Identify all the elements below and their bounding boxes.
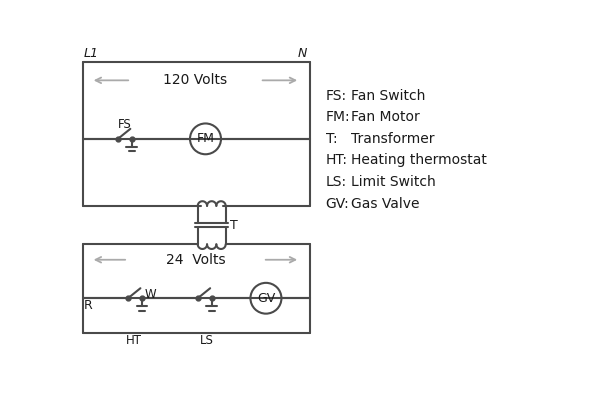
Text: T: T — [230, 218, 237, 232]
Text: T:: T: — [326, 132, 337, 146]
Text: Limit Switch: Limit Switch — [351, 175, 436, 189]
Text: Fan Switch: Fan Switch — [351, 89, 425, 103]
Text: HT: HT — [126, 334, 142, 347]
Text: HT:: HT: — [326, 154, 348, 168]
Text: GV:: GV: — [326, 196, 349, 210]
Text: GV: GV — [257, 292, 275, 305]
Text: FM:: FM: — [326, 110, 350, 124]
Text: LS:: LS: — [326, 175, 347, 189]
Text: Transformer: Transformer — [351, 132, 435, 146]
Text: 24  Volts: 24 Volts — [166, 253, 225, 267]
Text: 120 Volts: 120 Volts — [163, 73, 228, 87]
Text: LS: LS — [200, 334, 214, 347]
Text: Heating thermostat: Heating thermostat — [351, 154, 487, 168]
Text: N: N — [298, 46, 307, 60]
Text: FM: FM — [196, 132, 214, 145]
Text: R: R — [84, 299, 93, 312]
Text: L1: L1 — [84, 46, 99, 60]
Text: Gas Valve: Gas Valve — [351, 196, 419, 210]
Text: W: W — [145, 288, 157, 301]
Text: FS: FS — [118, 118, 132, 132]
Text: Fan Motor: Fan Motor — [351, 110, 420, 124]
Text: FS:: FS: — [326, 89, 347, 103]
